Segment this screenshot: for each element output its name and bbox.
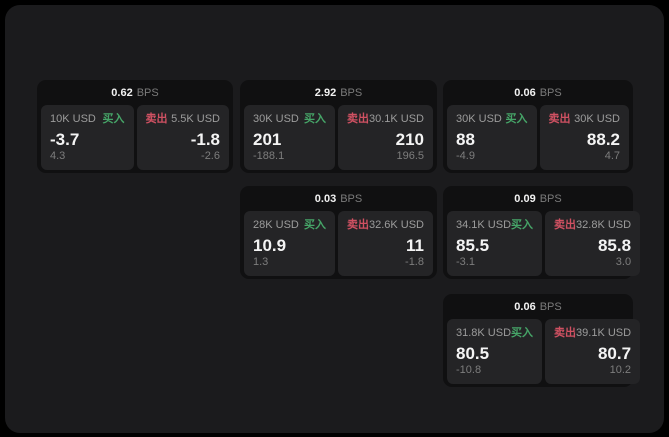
buy-change: 1.3 [253,256,269,268]
quote-panels: 31.8K USD 买入 80.5 -10.8 卖出 39.1K USD 80.… [443,319,641,388]
quote-panels: 34.1K USD 买入 85.5 -3.1 卖出 32.8K USD 85.8… [443,211,641,280]
sell-price: -1.8 [190,130,220,149]
sell-size: 39.1K USD [576,327,632,339]
buy-size: 34.1K USD [456,219,512,231]
buy-change: -188.1 [253,150,285,162]
buy-panel[interactable]: 28K USD 买入 10.9 1.3 [244,211,335,276]
sell-panel[interactable]: 卖出 30.1K USD 210 196.5 [337,105,433,170]
spread-header: 2.92 BPS [240,80,437,105]
quote-panels: 30K USD 买入 201 -188.1 卖出 30.1K USD 210 1… [240,105,437,174]
sell-side-label: 卖出 [548,113,571,125]
sell-panel[interactable]: 卖出 32.8K USD 85.8 3.0 [545,211,641,276]
sell-side-label: 卖出 [554,327,577,339]
sell-price: 80.7 [597,344,632,363]
sell-change: 10.2 [609,364,632,376]
sell-change: 196.5 [396,150,424,162]
quote-card-6: 0.06 BPS 31.8K USD 买入 80.5 -10.8 卖出 39.1… [443,294,641,388]
sell-price: 210 [395,130,424,149]
sell-panel[interactable]: 卖出 5.5K USD -1.8 -2.6 [136,105,229,170]
quote-card-3: 0.06 BPS 30K USD 买入 88 -4.9 卖出 30K USD 8… [443,80,633,173]
spread-header: 0.03 BPS [240,186,437,211]
quote-card-2: 2.92 BPS 30K USD 买入 201 -188.1 卖出 30.1K … [240,80,437,173]
spread-value: 0.09 [514,192,536,205]
buy-change: -10.8 [456,364,482,376]
buy-side-label: 买入 [511,219,534,231]
buy-price: 88 [456,130,475,149]
sell-change: 4.7 [604,150,620,162]
buy-price: 80.5 [456,344,490,363]
bps-unit-label: BPS [539,86,562,99]
buy-side-label: 买入 [303,113,326,125]
quote-card-4: 0.03 BPS 28K USD 买入 10.9 1.3 卖出 32.6K US… [240,186,437,279]
sell-side-label: 卖出 [346,219,369,231]
quote-card-5: 0.09 BPS 34.1K USD 买入 85.5 -3.1 卖出 32.8K… [443,186,641,280]
sell-panel[interactable]: 卖出 30K USD 88.2 4.7 [539,105,629,170]
buy-side-label: 买入 [511,327,534,339]
bps-unit-label: BPS [340,192,363,205]
buy-panel[interactable]: 30K USD 买入 88 -4.9 [447,105,537,170]
buy-size: 31.8K USD [456,327,512,339]
sell-change: 3.0 [615,256,632,268]
spread-header: 0.09 BPS [443,186,633,211]
spread-header: 0.06 BPS [443,294,633,319]
spread-header: 0.62 BPS [37,80,233,105]
quote-panels: 28K USD 买入 10.9 1.3 卖出 32.6K USD 11 -1.8 [240,211,437,280]
sell-panel[interactable]: 卖出 32.6K USD 11 -1.8 [337,211,433,276]
spread-value: 2.92 [314,86,337,99]
spread-value: 0.03 [314,192,337,205]
buy-panel[interactable]: 34.1K USD 买入 85.5 -3.1 [447,211,543,276]
quote-panels: 10K USD 买入 -3.7 4.3 卖出 5.5K USD -1.8 -2.… [37,105,233,174]
buy-price: 85.5 [456,236,490,255]
buy-price: -3.7 [50,130,80,149]
buy-price: 201 [253,130,282,149]
buy-change: -3.1 [456,256,475,268]
buy-panel[interactable]: 10K USD 买入 -3.7 4.3 [41,105,134,170]
sell-change: -2.6 [201,150,220,162]
quote-card-1: 0.62 BPS 10K USD 买入 -3.7 4.3 卖出 5.5K USD… [37,80,233,173]
app-window: 0.62 BPS 10K USD 买入 -3.7 4.3 卖出 5.5K USD… [5,5,664,433]
sell-side-label: 卖出 [554,219,577,231]
sell-size: 30.1K USD [368,113,424,125]
buy-panel[interactable]: 30K USD 买入 201 -188.1 [244,105,335,170]
sell-change: -1.8 [405,256,424,268]
bps-unit-label: BPS [340,86,363,99]
sell-size: 30K USD [574,113,620,125]
sell-side-label: 卖出 [346,113,369,125]
buy-side-label: 买入 [505,113,528,125]
sell-price: 85.8 [597,236,632,255]
buy-side-label: 买入 [102,113,125,125]
buy-side-label: 买入 [303,219,326,231]
sell-price: 11 [406,236,424,255]
spread-value: 0.06 [514,86,536,99]
buy-change: -4.9 [456,150,475,162]
spread-value: 0.06 [514,300,536,313]
spread-value: 0.62 [111,86,133,99]
sell-side-label: 卖出 [145,113,168,125]
buy-size: 10K USD [50,113,96,125]
quote-panels: 30K USD 买入 88 -4.9 卖出 30K USD 88.2 4.7 [443,105,633,174]
sell-size: 32.8K USD [576,219,632,231]
buy-size: 30K USD [456,113,502,125]
bps-unit-label: BPS [539,300,562,313]
bps-unit-label: BPS [539,192,562,205]
buy-price: 10.9 [253,236,287,255]
sell-price: 88.2 [586,130,620,149]
sell-panel[interactable]: 卖出 39.1K USD 80.7 10.2 [545,319,641,384]
buy-panel[interactable]: 31.8K USD 买入 80.5 -10.8 [447,319,543,384]
sell-size: 32.6K USD [368,219,424,231]
buy-size: 30K USD [253,113,299,125]
buy-change: 4.3 [50,150,66,162]
sell-size: 5.5K USD [171,113,220,125]
bps-unit-label: BPS [136,86,159,99]
buy-size: 28K USD [253,219,299,231]
spread-header: 0.06 BPS [443,80,633,105]
